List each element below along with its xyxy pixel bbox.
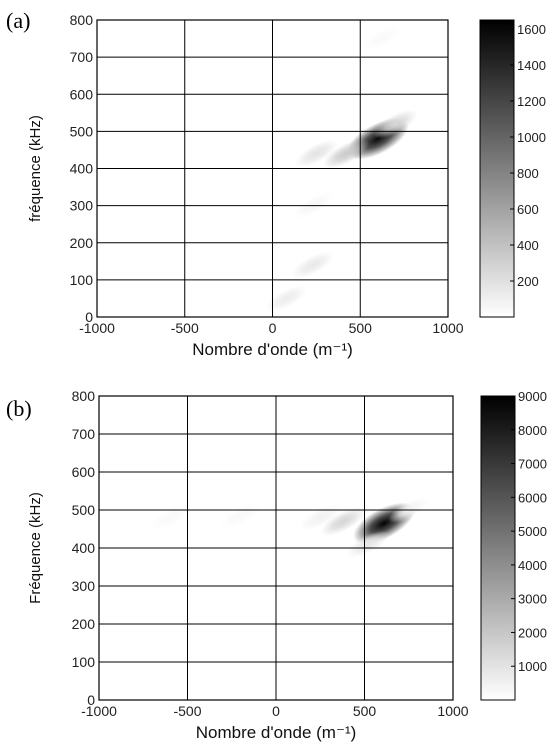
x-tick-label: 1000 [437,703,468,719]
x-tick-label: 500 [349,320,373,336]
colorbar-tick-label: 1000 [518,659,547,674]
colorbar-tick-label: 200 [517,274,539,289]
heatmap-layer [265,25,418,312]
heatmap-blob [299,504,341,531]
colorbar-tick-label: 7000 [518,457,547,472]
heatmap-blob [294,139,338,168]
x-axis-label: Nombre d'onde (m⁻¹) [196,723,357,742]
x-tick-label: -500 [173,703,201,719]
colorbar-tick-label: 2000 [518,625,547,640]
colorbar [480,395,516,701]
chart-panel-a: (a) -1000 -500 0 500 1000 0 100 200 300 400 500 600… [0,0,558,370]
colorbar-tick-label: 3000 [518,592,547,607]
x-axis-label: Nombre d'onde (m⁻¹) [192,340,353,359]
colorbar-tick-label: 1200 [517,94,546,109]
heatmap-blob [220,502,261,529]
y-tick-label: 0 [85,309,93,325]
panel-label-b: (b) [6,396,32,421]
x-tick-label: 1000 [432,320,463,336]
y-tick-label: 0 [87,692,95,708]
x-tick-label: -1000 [79,320,115,336]
colorbar-tick-label: 9000 [518,389,547,404]
y-tick-label: 100 [72,654,96,670]
colorbar-tick-label: 6000 [518,490,547,505]
y-tick-label: 400 [70,161,94,177]
x-tick-label: -1000 [81,703,117,719]
x-tick-label: -500 [171,320,199,336]
heatmap-blob [322,138,370,169]
colorbar-tick-label: 400 [517,238,539,253]
y-axis-label: fréquence (kHz) [27,115,44,222]
y-tick-label: 400 [72,540,96,556]
colorbar-tick-label: 5000 [518,524,547,539]
heatmap-blob [149,504,190,531]
y-tick-label: 700 [70,49,94,65]
colorbar-tick-label: 1000 [517,130,546,145]
plot-frame [96,19,449,318]
y-tick-label: 600 [70,86,94,102]
x-tick-label: 0 [269,320,277,336]
y-tick-label: 300 [70,198,94,214]
y-axis-label: Fréquence (kHz) [27,492,44,604]
colorbar-tick-label: 4000 [518,558,547,573]
heatmap-blob [265,285,308,312]
heatmap-blob [291,251,335,279]
y-tick-label: 500 [72,502,96,518]
y-tick-label: 300 [72,578,96,594]
chart-panel-b: (b) -1000 -500 0 500 1000 0 100 200 300 400 500 600… [0,378,558,753]
y-tick-label: 500 [70,123,94,139]
chart-a-svg: -1000 -500 0 500 1000 0 100 200 300 400 500 600 700 8… [27,12,546,359]
colorbar-tick-label: 800 [517,166,539,181]
y-tick-label: 800 [70,12,94,28]
colorbar-tick-label: 600 [517,202,539,217]
colorbar-tick-label: 8000 [518,423,547,438]
y-tick-label: 200 [72,616,96,632]
x-tick-label: 0 [272,703,280,719]
y-tick-label: 700 [72,426,96,442]
plot-frame [98,395,454,701]
y-tick-label: 800 [72,388,96,404]
colorbar-tick-label: 1400 [517,58,546,73]
heatmap-layer [149,496,430,558]
y-tick-label: 100 [70,272,94,288]
colorbar-tick-label: 1600 [517,22,546,37]
panel-label-a: (a) [6,8,31,33]
y-tick-label: 600 [72,464,96,480]
heatmap-blob [320,507,366,536]
y-tick-label: 200 [70,235,94,251]
x-tick-label: 500 [353,703,377,719]
colorbar [479,19,515,318]
chart-b-svg: -1000 -500 0 500 1000 0 100 200 300 400 500 600 700 8… [27,388,547,742]
heatmap-blob [361,25,402,52]
heatmap-blob [346,530,390,558]
